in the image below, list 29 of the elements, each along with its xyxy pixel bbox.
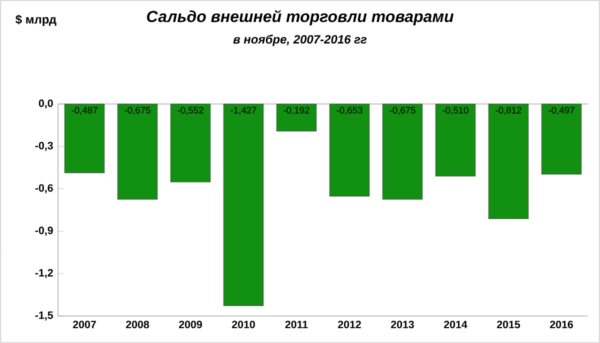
x-tick-label: 2015 <box>497 320 520 328</box>
text: $ млрд <box>16 14 56 26</box>
y-tick-label: -1,2 <box>35 269 53 278</box>
x-tick-label: 2016 <box>550 320 573 328</box>
x-tick-label: 2013 <box>391 320 414 328</box>
x-tick-label: 2014 <box>444 320 468 328</box>
x-tick-label: 2007 <box>73 320 96 328</box>
y-tick-label: -0,3 <box>35 142 53 151</box>
data-label: -0,653 <box>336 106 362 115</box>
data-label: -0,510 <box>442 106 468 115</box>
data-label: -0,552 <box>178 106 204 115</box>
y-tick-label: 0,0 <box>38 99 53 109</box>
x-tick-label: 2008 <box>126 320 150 328</box>
data-label: -0,812 <box>496 106 522 115</box>
y-tick-label: -0,6 <box>35 184 53 194</box>
data-label: -0,192 <box>284 106 310 115</box>
x-tick-label: 2011 <box>285 320 308 328</box>
y-tick-label: -1,5 <box>35 312 53 320</box>
data-label: -1,427 <box>230 106 256 115</box>
data-label: -0,675 <box>390 106 416 115</box>
x-tick-label: 2009 <box>179 320 202 328</box>
x-tick-label: 2012 <box>338 320 361 328</box>
data-label: -0,487 <box>72 106 98 115</box>
x-tick-label: 2010 <box>232 320 255 328</box>
data-label: -0,675 <box>124 106 150 115</box>
data-label: -0,497 <box>548 106 574 115</box>
chart-subtitle: в ноябре, 2007-2016 гг <box>233 34 367 46</box>
chart-title: Сальдо внешней торговли товарами <box>146 10 454 26</box>
y-tick-label: -0,9 <box>35 226 53 236</box>
